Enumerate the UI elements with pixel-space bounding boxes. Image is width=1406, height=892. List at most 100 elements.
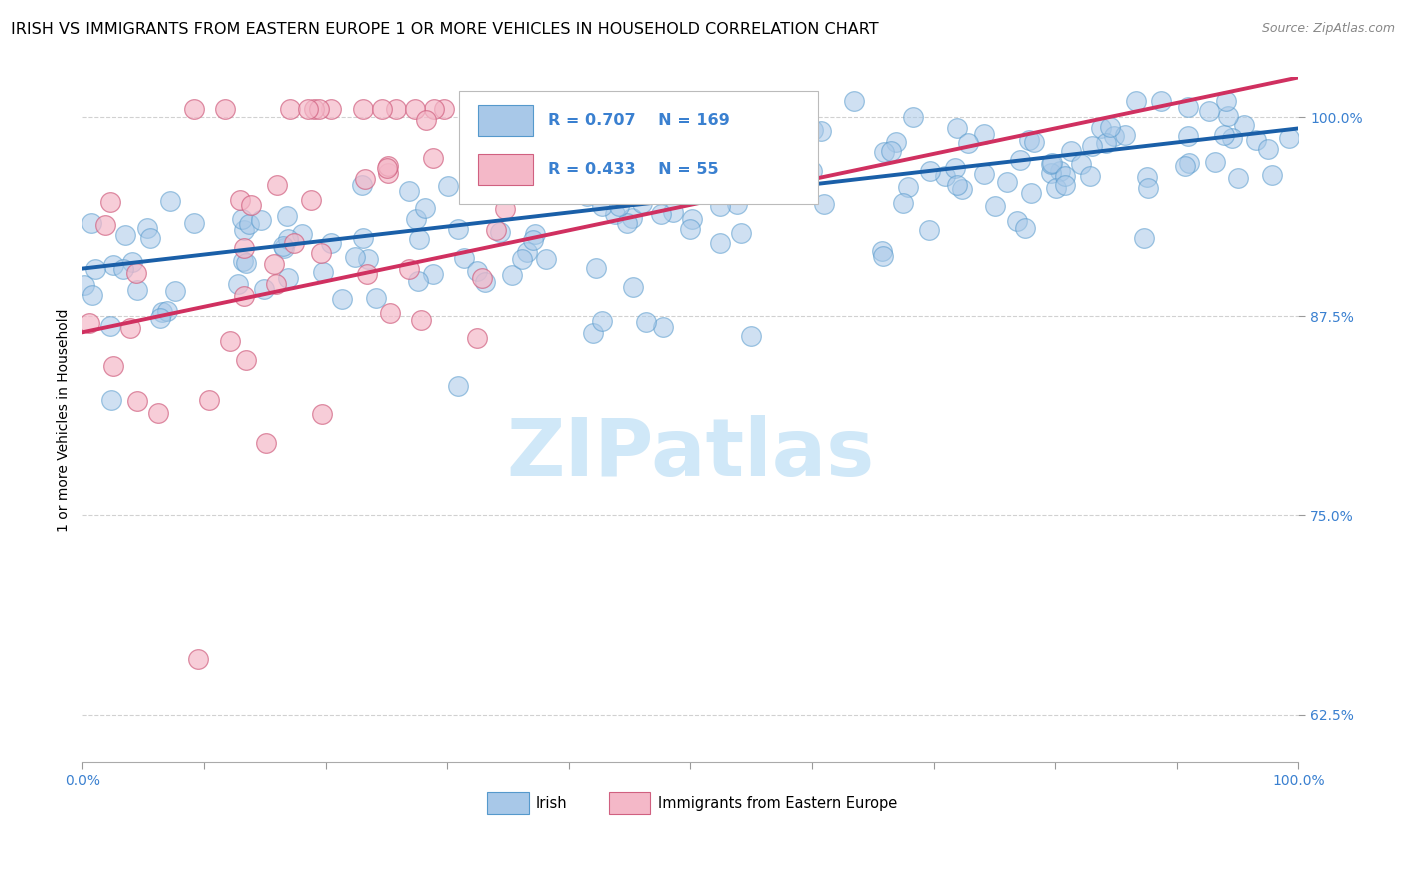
Point xyxy=(432,103,454,117)
Point xyxy=(1053,178,1076,192)
Point xyxy=(467,148,489,162)
Point xyxy=(522,233,544,247)
Point xyxy=(640,151,662,165)
Point xyxy=(1177,129,1199,144)
Point xyxy=(398,262,420,277)
Point xyxy=(436,178,458,193)
Point xyxy=(352,231,374,245)
Point xyxy=(291,227,314,242)
Point xyxy=(398,184,420,198)
Point xyxy=(233,223,256,237)
Point xyxy=(1040,157,1063,171)
Point xyxy=(465,331,488,345)
Point xyxy=(1070,156,1092,170)
Point xyxy=(101,258,124,272)
FancyBboxPatch shape xyxy=(488,792,529,814)
Text: R = 0.707    N = 169: R = 0.707 N = 169 xyxy=(548,113,730,128)
Point xyxy=(1125,95,1147,109)
Point xyxy=(1213,128,1236,142)
Point xyxy=(813,197,835,211)
Point xyxy=(377,159,399,173)
Point xyxy=(946,178,969,192)
Point xyxy=(1102,129,1125,144)
Point xyxy=(422,267,444,281)
Point xyxy=(271,239,294,253)
Point xyxy=(250,212,273,227)
Point xyxy=(121,255,143,269)
Point xyxy=(273,241,295,255)
Point xyxy=(1137,180,1160,194)
Point xyxy=(484,223,506,237)
Point xyxy=(356,267,378,281)
Point xyxy=(621,280,644,294)
Point xyxy=(1114,128,1136,142)
Point xyxy=(634,315,657,329)
Point xyxy=(254,436,277,450)
Point xyxy=(1215,95,1237,109)
Point xyxy=(950,181,973,195)
Point xyxy=(277,271,299,285)
Point xyxy=(330,292,353,306)
Point xyxy=(354,172,377,186)
Point xyxy=(1060,145,1083,159)
Point xyxy=(943,161,966,176)
Point xyxy=(235,353,257,368)
Point xyxy=(114,228,136,243)
FancyBboxPatch shape xyxy=(478,153,533,186)
Point xyxy=(810,124,832,138)
Point xyxy=(1094,136,1116,150)
Point xyxy=(149,311,172,326)
Point xyxy=(730,226,752,240)
Point xyxy=(792,176,814,190)
Point xyxy=(77,316,100,330)
Point xyxy=(738,165,761,179)
Point xyxy=(84,262,107,277)
Point xyxy=(80,216,103,230)
Point xyxy=(1216,109,1239,123)
Point xyxy=(343,250,366,264)
Point xyxy=(1090,120,1112,135)
Point xyxy=(1257,143,1279,157)
Point xyxy=(1040,156,1063,170)
Point xyxy=(1132,231,1154,245)
Point xyxy=(897,180,920,194)
Point xyxy=(447,222,470,236)
Point xyxy=(183,103,205,117)
Point xyxy=(125,283,148,297)
Point xyxy=(709,199,731,213)
Point xyxy=(1233,118,1256,132)
Point xyxy=(524,227,547,241)
Point xyxy=(973,168,995,182)
Point xyxy=(187,652,209,666)
Point xyxy=(198,393,221,408)
Point xyxy=(630,181,652,195)
Point xyxy=(229,194,252,208)
Point xyxy=(264,277,287,291)
Point xyxy=(266,178,288,193)
Point xyxy=(120,321,142,335)
Point xyxy=(277,232,299,246)
Point xyxy=(631,195,654,210)
Point xyxy=(740,329,762,343)
Point xyxy=(489,225,512,239)
Point xyxy=(1053,169,1076,184)
Point xyxy=(82,287,104,301)
Point xyxy=(934,169,956,183)
Point xyxy=(880,144,903,158)
Point xyxy=(1177,100,1199,114)
Point xyxy=(405,212,427,227)
Point xyxy=(404,103,426,117)
Point xyxy=(496,161,519,175)
Y-axis label: 1 or more Vehicles in Household: 1 or more Vehicles in Household xyxy=(58,308,72,532)
Point xyxy=(101,359,124,373)
Point xyxy=(621,211,644,226)
Text: ZIPatlas: ZIPatlas xyxy=(506,415,875,493)
Point xyxy=(634,148,657,162)
Point xyxy=(650,207,672,221)
Point xyxy=(946,120,969,135)
Point xyxy=(321,236,343,251)
Point xyxy=(1045,181,1067,195)
Point xyxy=(155,304,177,318)
Point xyxy=(302,103,325,117)
Point xyxy=(366,291,388,305)
